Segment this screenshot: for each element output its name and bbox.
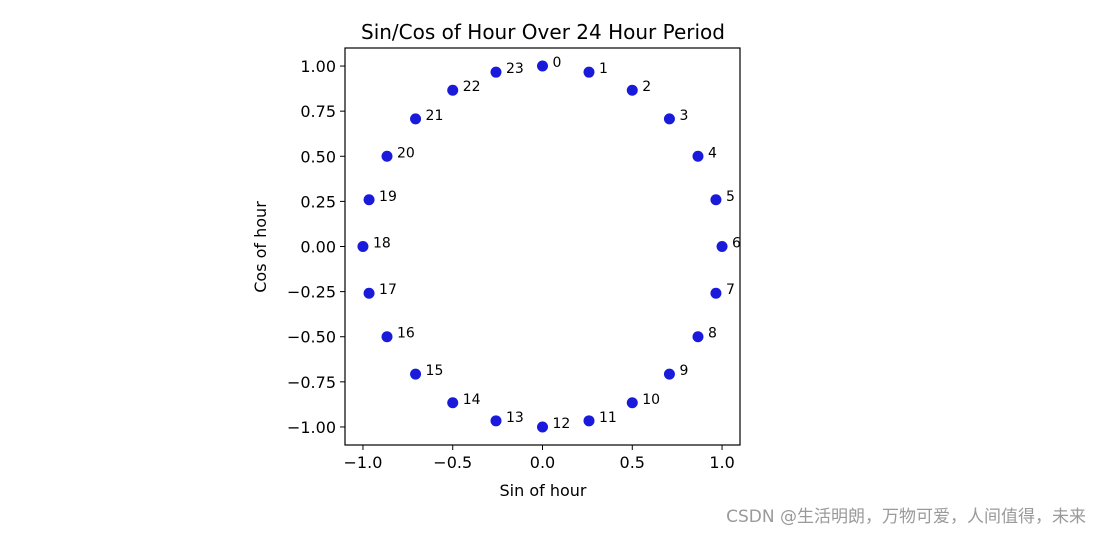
y-tick-label: 0.75	[300, 102, 336, 121]
data-point-3	[663, 113, 675, 125]
data-point-5	[710, 194, 722, 206]
point-label-18: 18	[373, 236, 391, 252]
data-point-4	[692, 150, 704, 162]
chart-title: Sin/Cos of Hour Over 24 Hour Period	[361, 20, 725, 44]
data-point-20	[381, 150, 393, 162]
data-point-14	[447, 397, 459, 409]
data-point-15	[410, 368, 422, 380]
data-point-13	[490, 415, 502, 427]
point-label-2: 2	[642, 79, 651, 95]
y-axis-label: Cos of hour	[251, 201, 270, 293]
point-label-7: 7	[726, 282, 735, 298]
point-label-10: 10	[642, 392, 660, 408]
point-label-15: 15	[426, 363, 444, 379]
point-label-13: 13	[506, 410, 524, 426]
data-point-18	[357, 241, 369, 252]
point-label-3: 3	[679, 108, 688, 124]
point-label-20: 20	[397, 145, 415, 161]
data-point-2	[626, 84, 638, 96]
data-point-22	[447, 84, 459, 96]
data-point-23	[490, 66, 502, 78]
y-tick-label: −0.25	[287, 283, 336, 302]
x-tick-label: 1.0	[709, 453, 734, 472]
data-point-8	[692, 331, 704, 343]
y-tick-label: 0.50	[300, 147, 336, 166]
plot-area: −1.0 −0.5 0.0 0.5 1.0 1.00 0.75 0.50 0.25 0.00 −0.…	[287, 47, 741, 472]
y-tick-label: −0.75	[287, 373, 336, 392]
point-label-14: 14	[463, 392, 481, 408]
point-label-23: 23	[506, 61, 524, 77]
data-point-16	[381, 331, 393, 343]
point-label-9: 9	[679, 363, 688, 379]
data-point-19	[363, 194, 375, 206]
point-label-11: 11	[599, 410, 617, 426]
y-tick-label: −0.50	[287, 328, 336, 347]
data-point-12	[537, 421, 548, 433]
point-label-6: 6	[732, 236, 741, 252]
data-point-0	[537, 60, 548, 72]
x-tick-label: −1.0	[344, 453, 383, 472]
y-tick-label: 0.25	[300, 192, 336, 211]
data-point-21	[410, 113, 422, 125]
x-tick-label: 0.0	[530, 453, 555, 472]
point-label-0: 0	[553, 55, 562, 71]
point-label-19: 19	[379, 189, 397, 205]
point-label-12: 12	[553, 416, 571, 432]
point-label-4: 4	[708, 145, 717, 161]
watermark-text: CSDN @生活明朗，万物可爱，人间值得，未来	[726, 507, 1086, 527]
data-point-17	[363, 287, 375, 299]
data-point-7	[710, 287, 722, 299]
y-tick-label: −1.00	[287, 418, 336, 437]
y-tick-label: 1.00	[300, 57, 336, 76]
point-label-8: 8	[708, 326, 717, 342]
point-label-22: 22	[463, 79, 481, 95]
data-point-11	[583, 415, 595, 427]
data-point-10	[626, 397, 638, 409]
x-axis-label: Sin of hour	[500, 481, 587, 500]
point-label-17: 17	[379, 282, 397, 298]
y-tick-label: 0.00	[300, 238, 336, 257]
data-point-6	[716, 241, 728, 252]
data-point-1	[583, 66, 595, 78]
point-label-5: 5	[726, 189, 735, 205]
x-tick-label: 0.5	[620, 453, 645, 472]
point-label-21: 21	[426, 108, 444, 124]
point-label-16: 16	[397, 326, 415, 342]
x-tick-label: −0.5	[433, 453, 472, 472]
data-point-9	[663, 368, 675, 380]
point-label-1: 1	[599, 61, 608, 77]
